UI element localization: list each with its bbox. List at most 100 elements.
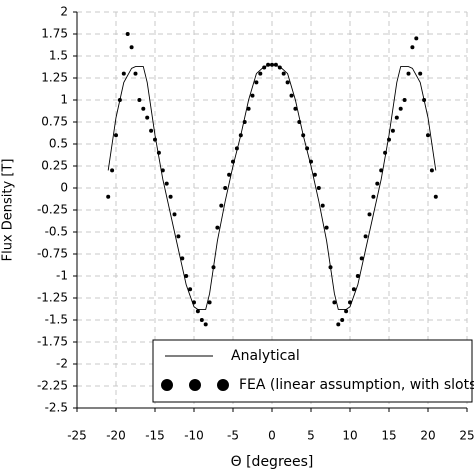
fea-point	[149, 128, 154, 133]
y-tick-label: -1.25	[37, 291, 68, 305]
fea-point	[328, 265, 333, 270]
y-tick-label: -1.5	[45, 313, 68, 327]
fea-point	[133, 71, 138, 76]
fea-point	[293, 106, 298, 111]
fea-point	[203, 322, 208, 327]
fea-point	[192, 300, 196, 305]
fea-point	[383, 150, 388, 155]
fea-point	[262, 65, 267, 70]
fea-point	[324, 225, 329, 230]
y-tick-label: -0.5	[45, 225, 68, 239]
x-tick-label: 5	[307, 429, 315, 443]
fea-point	[426, 133, 430, 138]
fea-point	[289, 93, 294, 98]
fea-point	[258, 71, 263, 76]
fea-point	[297, 120, 302, 124]
y-tick-label: 1.25	[41, 71, 68, 85]
fea-point	[145, 115, 150, 120]
fea-point	[390, 128, 395, 133]
x-tick-label: -15	[145, 429, 165, 443]
fea-point	[172, 212, 177, 217]
fea-point	[348, 300, 352, 305]
y-tick-label: 0.25	[41, 159, 68, 173]
fea-point	[363, 234, 368, 239]
fea-point	[250, 93, 255, 98]
fea-point	[207, 300, 212, 305]
fea-point	[231, 159, 235, 164]
y-tick-label: 0.75	[41, 115, 68, 129]
fea-point	[414, 36, 419, 41]
y-tick-label: -0.25	[37, 203, 68, 217]
fea-point	[277, 65, 282, 70]
fea-point	[129, 45, 134, 50]
fea-point	[266, 62, 271, 67]
legend-marker	[217, 379, 229, 391]
x-tick-label: -5	[227, 429, 239, 443]
fea-point	[180, 256, 185, 261]
fea-point	[184, 274, 189, 278]
fea-point	[254, 80, 259, 85]
fea-point	[344, 309, 349, 314]
fea-point	[371, 194, 376, 199]
fea-point	[199, 318, 204, 322]
y-tick-label: -2	[56, 357, 68, 371]
fea-point	[270, 62, 274, 67]
fea-point	[336, 322, 341, 327]
y-tick-label: -2.25	[37, 379, 68, 393]
x-axis-label: Θ [degrees]	[231, 454, 314, 470]
fea-point	[106, 194, 111, 199]
fea-point	[301, 133, 306, 138]
x-tick-label: -20	[106, 429, 126, 443]
fea-point	[281, 71, 286, 76]
y-tick-label: 1.75	[41, 27, 68, 41]
fea-point	[305, 146, 310, 151]
fea-point	[320, 203, 325, 208]
y-tick-label: 1.5	[49, 49, 68, 63]
x-tick-label: 25	[459, 429, 474, 443]
y-tick-label: -1	[56, 269, 68, 283]
fea-point	[227, 172, 232, 177]
fea-point	[110, 168, 115, 173]
fea-point	[114, 133, 118, 138]
fea-point	[188, 287, 193, 292]
fea-point	[387, 137, 391, 142]
x-tick-label: 10	[342, 429, 357, 443]
fea-point	[125, 32, 130, 36]
fea-point	[195, 309, 200, 314]
legend-label: Analytical	[231, 348, 300, 364]
y-axis-label: Flux Density [T]	[1, 159, 16, 262]
fea-point	[402, 98, 407, 102]
fea-point	[117, 98, 122, 102]
fea-point	[273, 62, 278, 67]
y-tick-label: 0.5	[49, 137, 68, 151]
fea-point	[168, 194, 173, 199]
fea-point	[219, 203, 224, 208]
x-tick-label: 15	[381, 429, 396, 443]
fea-point	[137, 98, 142, 102]
fea-point	[429, 168, 434, 173]
fea-point	[156, 150, 161, 155]
fea-point	[285, 80, 290, 85]
fea-point	[367, 212, 372, 217]
fea-point	[340, 318, 345, 322]
y-tick-label: 2	[60, 5, 68, 19]
fea-point	[316, 186, 321, 190]
fea-point	[406, 71, 411, 76]
legend-label: FEA (linear assumption, with slots)	[239, 377, 474, 393]
legend-box	[152, 339, 473, 403]
fea-point	[121, 71, 126, 76]
fea-point	[351, 287, 356, 292]
fea-point	[176, 234, 181, 239]
fea-point	[238, 133, 243, 138]
fea-point	[141, 106, 146, 111]
legend-marker	[161, 379, 173, 391]
y-tick-label: 0	[60, 181, 68, 195]
x-tick-label: -25	[67, 429, 87, 443]
x-tick-label: 20	[420, 429, 435, 443]
fea-point	[422, 98, 427, 102]
fea-point	[211, 265, 216, 270]
fea-point	[160, 168, 165, 173]
fea-point	[398, 106, 403, 111]
x-tick-label: 0	[268, 429, 276, 443]
fea-point	[246, 106, 251, 111]
